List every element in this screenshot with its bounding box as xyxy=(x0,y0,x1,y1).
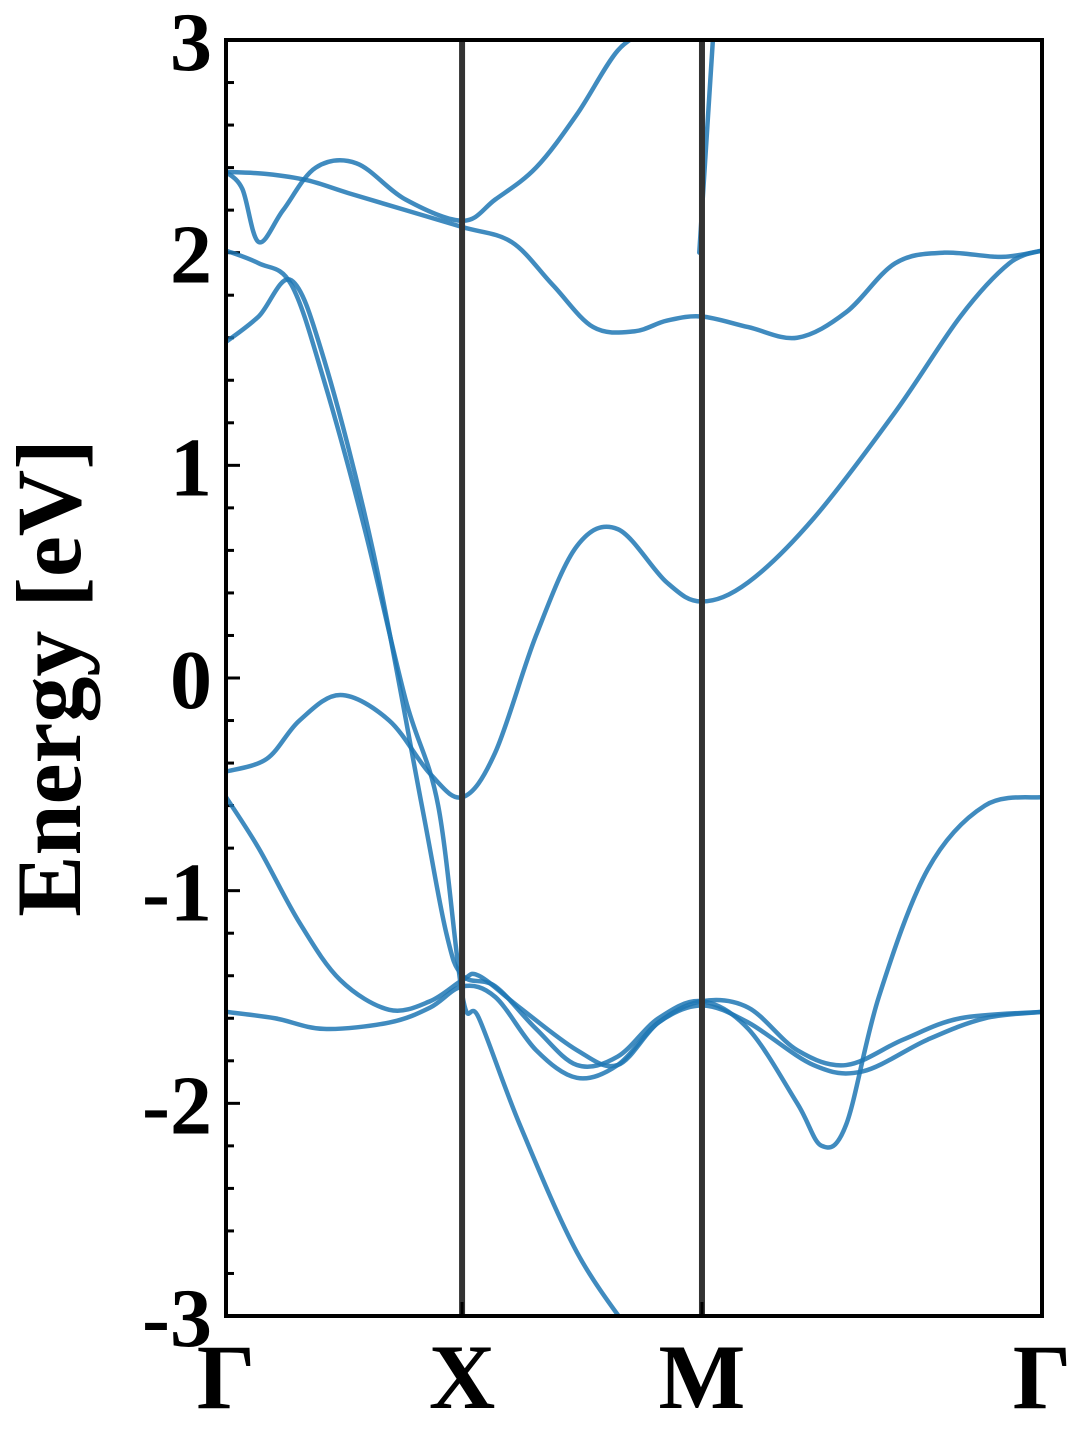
y-tick-label: 0 xyxy=(170,634,212,727)
band-line-6 xyxy=(226,169,1042,341)
x-tick-label: X xyxy=(429,1326,495,1428)
band-line-3 xyxy=(226,277,1042,1150)
y-tick-label: 2 xyxy=(170,209,212,302)
band-line-7 xyxy=(226,40,635,245)
y-tick-label: -3 xyxy=(142,1272,212,1365)
y-axis-label: Energy [eV] xyxy=(0,439,100,917)
y-tick-label: -1 xyxy=(142,847,212,940)
band-series xyxy=(226,40,1042,1316)
y-tick-label: -2 xyxy=(142,1059,212,1152)
y-tick-label: 1 xyxy=(170,421,212,514)
plot-frame xyxy=(224,38,1044,1318)
y-tick-label: 3 xyxy=(170,0,212,89)
x-tick-label: Γ xyxy=(1013,1326,1072,1428)
y-tick-labels: 3 2 1 0 -1 -2 -3 xyxy=(142,0,212,1365)
band-line-5 xyxy=(226,983,1042,1081)
band-line-1 xyxy=(226,248,1042,800)
x-tick-label: M xyxy=(659,1326,746,1428)
band-line-2 xyxy=(226,248,622,1316)
x-tick-label: Γ xyxy=(197,1326,256,1428)
y-ticks xyxy=(226,38,240,1318)
high-symmetry-lines xyxy=(459,40,705,1316)
band-line-4 xyxy=(226,794,1042,1069)
